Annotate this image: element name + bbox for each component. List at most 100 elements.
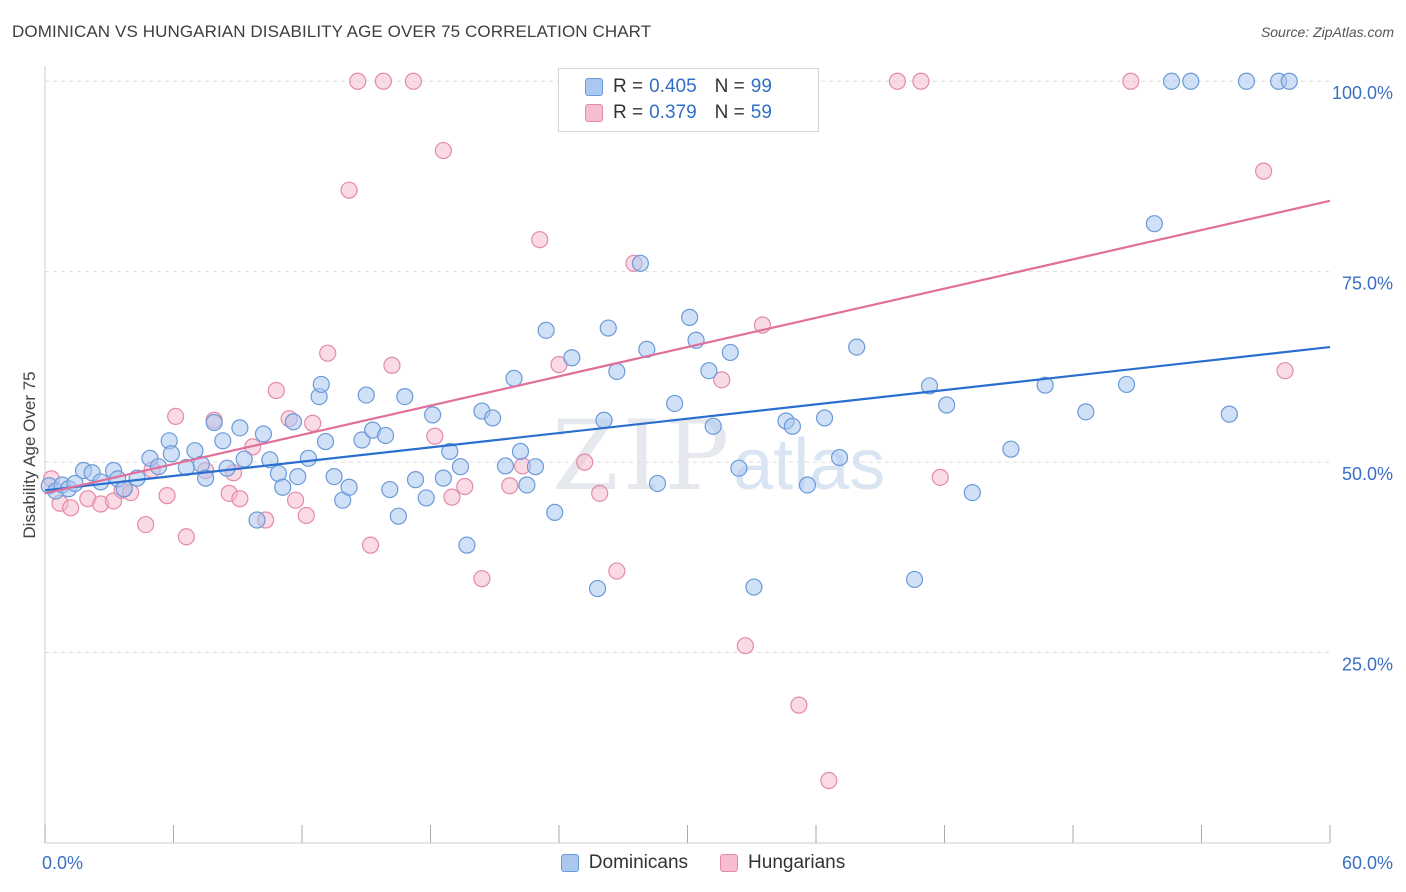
hungarian-point (319, 344, 337, 362)
hungarian-point (158, 487, 176, 505)
dominican-point (1182, 72, 1200, 90)
dominicans-trend-line (44, 345, 1331, 492)
grid-lines (45, 80, 1330, 654)
hungarian-point (443, 488, 461, 506)
hungarian-point (297, 506, 315, 525)
hungarian-point (1276, 362, 1294, 380)
hungarian-point (383, 356, 401, 374)
legend-r-label: R = (613, 102, 644, 123)
dominican-point (920, 377, 939, 395)
hungarians-trend-line (44, 199, 1331, 495)
dominican-point (316, 432, 335, 451)
hungarian-point (340, 181, 358, 199)
dominican-point (666, 394, 684, 413)
dominican-point (381, 480, 399, 499)
dominican-point (376, 426, 395, 445)
dominican-point (537, 321, 555, 339)
dominican-point (284, 413, 303, 431)
hungarian-point (267, 381, 285, 400)
hungarian-point (713, 371, 731, 389)
dominican-point (205, 413, 223, 432)
dominican-point (721, 343, 739, 362)
x-tick-label: 60.0% (1342, 853, 1393, 873)
dominican-point (830, 448, 849, 467)
chart-title: DOMINICAN VS HUNGARIAN DISABILITY AGE OV… (12, 22, 652, 41)
dominicans-series (40, 72, 1298, 598)
hungarian-point (1122, 72, 1140, 90)
dominican-point (1036, 376, 1054, 394)
dominican-point (783, 417, 802, 435)
legend-row-dominicans: R = 0.405 N = 99 (585, 75, 772, 99)
legend-n-label: N = (714, 102, 745, 123)
hungarian-point (349, 72, 367, 90)
hungarian-point (62, 499, 80, 517)
dominican-point (451, 458, 470, 476)
hungarian-point (501, 477, 519, 495)
dominican-point (299, 449, 318, 467)
dominican-point (396, 388, 414, 406)
legend-r-value: 0.405 (649, 76, 697, 97)
dominican-point (526, 458, 545, 476)
dominican-point (1077, 403, 1095, 421)
legend-n-label: N = (714, 76, 745, 97)
y-tick-label: 25.0% (1342, 655, 1393, 675)
dominican-point (631, 254, 649, 272)
dominican-point (274, 478, 292, 496)
dominican-point (434, 469, 452, 487)
dominican-point (248, 511, 266, 529)
series-legend: Dominicans Hungarians (0, 852, 1406, 874)
hungarian-point (912, 72, 930, 90)
hungarian-point (434, 141, 452, 160)
hungarian-point (591, 484, 609, 502)
dominican-point (704, 417, 722, 435)
hungarian-point (286, 491, 305, 509)
dominican-point (905, 570, 924, 589)
dominican-point (254, 425, 273, 443)
dominican-point (458, 536, 476, 554)
dominican-point (1162, 72, 1181, 90)
hungarian-point (361, 536, 380, 554)
dominican-point (406, 471, 425, 489)
dominican-point (700, 362, 718, 380)
dominican-point (511, 442, 530, 461)
dominican-point (389, 507, 407, 525)
hungarian-point (790, 696, 808, 714)
hungarian-point (820, 771, 838, 790)
dominican-point (681, 308, 699, 326)
legend-item-dominicans: Dominicans (560, 852, 688, 874)
hungarian-point (736, 637, 754, 655)
dominican-point (340, 478, 358, 496)
legend-n-value: 99 (750, 76, 772, 97)
dominican-point (417, 489, 435, 507)
dominican-point (441, 442, 459, 461)
hungarian-point (137, 515, 155, 534)
hungarian-point (304, 414, 322, 432)
y-axis-title: Disability Age Over 75 (20, 371, 39, 538)
legend-swatch-dominicans (560, 854, 579, 872)
legend-r-label: R = (613, 76, 644, 97)
y-tick-label: 50.0% (1342, 464, 1393, 484)
dominican-point (162, 445, 180, 463)
hungarian-point (931, 468, 949, 486)
dominican-point (353, 431, 371, 449)
dominican-point (848, 338, 866, 356)
axes (44, 66, 1331, 844)
dominican-point (218, 459, 236, 477)
dominican-point (518, 476, 536, 494)
hungarian-point (531, 231, 549, 249)
hungarian-point (177, 528, 195, 546)
hungarian-point (404, 72, 422, 90)
dominican-point (197, 469, 215, 487)
legend-n-value: 59 (750, 102, 772, 123)
hungarian-point (231, 490, 249, 508)
trend-lines (44, 199, 1331, 495)
hungarian-point (576, 453, 594, 471)
y-tick-label: 100.0% (1332, 83, 1393, 103)
dominican-point (505, 369, 523, 387)
dominican-point (608, 362, 626, 381)
legend-row-hungarians: R = 0.379 N = 59 (585, 101, 772, 125)
legend-r-value: 0.379 (649, 102, 697, 123)
dominican-point (214, 432, 232, 450)
legend-label-hungarians: Hungarians (748, 852, 846, 873)
